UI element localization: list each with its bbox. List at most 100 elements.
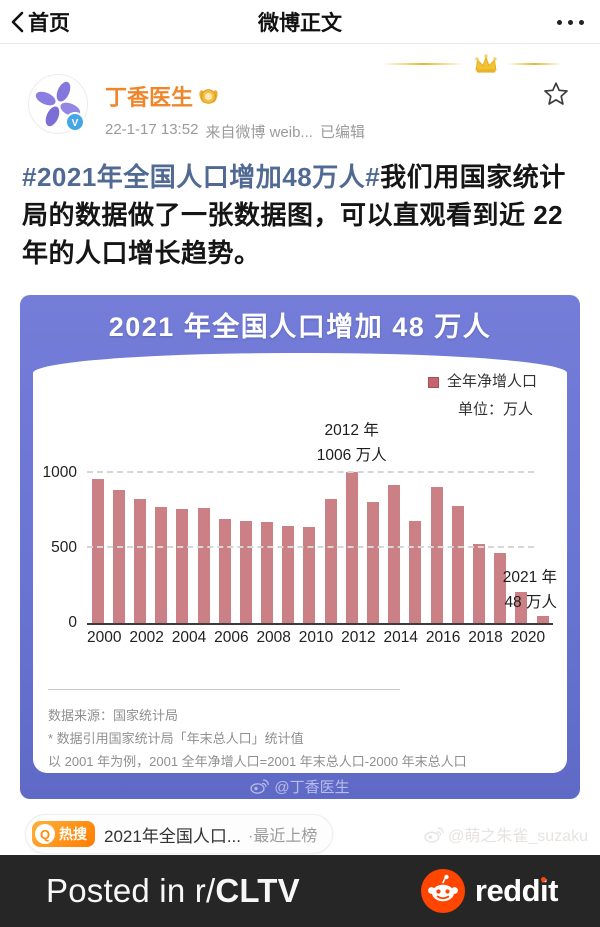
unit-label: 单位：万人 [457,400,533,418]
x-tick-2010: 2010 [298,629,334,646]
search-icon: Q [35,824,55,844]
gridline-500 [87,546,535,548]
bar-series [87,423,553,623]
x-tick-2016: 2016 [425,629,461,646]
chart-watermark-text: @丁香医生 [274,778,350,796]
author-name[interactable]: 丁香医生 [105,85,194,110]
reddit-i-dot [541,877,546,882]
source-line: 数据来源：国家统计局 [48,708,179,723]
chart-title: 2021 年全国人口增加 48 万人 [108,311,492,342]
back-button[interactable]: 首页 [0,7,70,37]
x-tick-2003 [164,629,172,647]
page-title: 微博正文 [258,11,342,35]
chart-watermark: @丁香医生 [33,773,567,799]
legend-swatch [427,376,439,388]
hot-search-status: ·最近上榜 [248,828,318,845]
y-tick-1000: 1000 [42,464,77,481]
annotation-2021-year: 2021 年 [502,569,557,586]
annotation-2021: 2021 年 48 万人 [503,565,557,615]
star-icon [544,82,568,105]
gold-medal-icon [199,88,218,104]
bar-2017 [451,506,464,623]
favorite-star-button[interactable] [538,76,574,117]
post-meta: 22-1-17 13:52 来自微博 weib... 已编辑 [105,121,538,142]
x-tick-2008: 2008 [256,629,291,646]
hot-badge-label: 热搜 [59,826,87,842]
x-tick-2018: 2018 [468,629,503,646]
hot-search-title: 2021年全国人口... [104,826,241,846]
bar-2016 [430,487,443,623]
reddit-brand: reddit [420,869,559,913]
back-label: 首页 [28,11,70,35]
post-source[interactable]: 来自微博 weib... [205,124,313,141]
bar-2019 [494,552,507,623]
bar-2004 [176,508,189,623]
x-tick-2011 [333,629,341,647]
chart-source-notes: 数据来源：国家统计局 * 数据引用国家统计局「年末总人口」统计值 以 2001 … [33,690,567,773]
bar-2002 [133,499,146,623]
x-tick-2009 [291,629,299,647]
post-header: V 丁香医生 22-1-17 13:52 来自微博 weib... 已编辑 [0,44,600,142]
bar-2001 [112,490,125,623]
x-tick-2021 [545,629,553,647]
chart-legend: 全年净增人口 单位：万人 [33,369,567,421]
bar-2006 [218,519,231,623]
y-axis: 0 500 1000 [33,423,87,631]
y-tick-500: 500 [51,539,77,556]
x-tick-2019 [503,629,511,647]
annotation-2012-year: 2012 年 [324,422,379,439]
x-axis: 2000 2002 2004 2006 2008 2010 2012 2014 2016 2018… [33,629,567,647]
source-line: * 数据引用国家统计局「年末总人口」统计值 [48,731,304,746]
below-row: Q 热搜 2021年全国人口... ·最近上榜 @萌之朱雀_suzaku [0,799,600,854]
x-tick-2001 [121,629,129,647]
x-tick-2006: 2006 [214,629,249,646]
gridline-1000 [87,471,535,473]
bar-2010 [303,526,316,623]
bar-2007 [239,520,252,623]
crown-icon [475,54,497,73]
x-tick-2000: 2000 [87,629,122,646]
x-tick-2017 [460,629,468,647]
bar-2003 [155,506,168,623]
post-text: #2021年全国人口增加48万人#我们用国家统计局的数据做了一张数据图，可以直观… [0,142,600,272]
svg-text:V: V [72,118,79,129]
chevron-left-icon [11,11,24,32]
weibo-icon [250,779,270,794]
bar-2021 [536,615,549,623]
bar-2009 [282,525,295,623]
bar-2014 [388,485,401,623]
bar-2020 [515,592,528,623]
hashtag-link[interactable]: #2021年全国人口增加48万人# [22,162,381,192]
more-menu-button[interactable] [557,0,584,44]
annotation-2012-value: 1006 万人 [316,447,387,464]
hot-search-pill[interactable]: Q 热搜 2021年全国人口... ·最近上榜 [25,814,334,854]
bar-2008 [261,522,274,623]
photo-watermark: @萌之朱雀_suzaku [424,822,588,846]
x-tick-2004: 2004 [171,629,207,646]
chart-divider [48,689,400,690]
bar-2005 [197,507,210,623]
avatar[interactable]: V [28,74,88,134]
x-axis-labels: 2000 2002 2004 2006 2008 2010 2012 2014 2016 2018… [87,629,553,647]
post-body-text: 我们用国家统计局的数据做了一张数据图，可以直观看到近 22 年的人口增长趋势。 [22,162,566,268]
reddit-wordmark: reddit [474,873,559,908]
reddit-footer: Posted in r/CLTV reddit [0,855,600,927]
annotation-2021-value: 48 万人 [504,594,557,611]
plot-area: 2012 年 1006 万人 2021 年 48 万人 [87,422,557,625]
photo-watermark-text: @萌之朱雀_suzaku [448,828,588,845]
chart-image[interactable]: 2021 年全国人口增加 48 万人 全年净增人口 单位：万人 0 500 1000… [20,295,580,799]
bar-2018 [472,543,485,623]
x-tick-2005 [206,629,214,647]
source-line: 以 2001 年为例，2001 全年净增人口=2001 年末总人口-2000 年… [48,754,467,769]
weibo-icon [424,827,445,843]
subreddit-name: CLTV [215,872,300,909]
crown-decoration [382,53,562,75]
legend-label: 全年净增人口 [446,373,537,390]
x-tick-2002: 2002 [129,629,164,646]
x-tick-2007 [249,629,257,647]
dingxiang-logo: V [28,74,88,134]
x-tick-2020: 2020 [510,629,546,646]
plot-row: 0 500 1000 2012 年 1006 万人 2021 年 48 万人 [33,422,567,631]
post-edited-badge: 已编辑 [319,124,365,141]
